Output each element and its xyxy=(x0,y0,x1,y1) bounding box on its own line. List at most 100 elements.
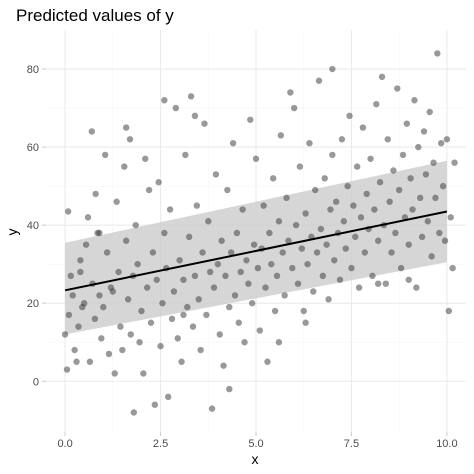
x-tick-label: 0.0 xyxy=(57,438,72,450)
data-point xyxy=(279,249,286,256)
data-point xyxy=(189,323,197,330)
data-point xyxy=(140,370,147,377)
data-point xyxy=(275,339,283,346)
data-point xyxy=(281,292,288,299)
data-point xyxy=(283,194,290,202)
data-point xyxy=(182,151,189,159)
data-point xyxy=(317,225,325,233)
data-point xyxy=(451,159,458,166)
chart-title: Predicted values of y xyxy=(16,6,174,25)
data-point xyxy=(405,241,412,248)
data-point xyxy=(109,288,117,295)
data-point xyxy=(233,229,241,237)
data-point xyxy=(174,335,181,342)
data-point xyxy=(269,175,277,182)
data-point xyxy=(143,284,151,291)
data-point xyxy=(374,237,382,244)
data-point xyxy=(164,393,172,401)
data-point xyxy=(124,296,132,303)
data-point xyxy=(122,124,130,131)
data-point xyxy=(289,264,296,272)
y-axis-title: y xyxy=(4,229,20,236)
data-point xyxy=(145,186,153,194)
data-point xyxy=(342,245,349,252)
data-point xyxy=(180,276,187,283)
data-point xyxy=(205,218,212,225)
data-point xyxy=(394,85,401,92)
data-point xyxy=(426,108,433,116)
data-point xyxy=(180,311,187,319)
data-point xyxy=(126,136,134,143)
data-point xyxy=(405,276,412,283)
data-point xyxy=(220,362,227,369)
data-point xyxy=(184,303,191,311)
data-point xyxy=(100,303,107,311)
x-tick-label: 2.5 xyxy=(153,438,168,450)
data-point xyxy=(130,409,138,416)
data-point xyxy=(247,116,254,123)
data-point xyxy=(434,50,441,57)
data-point xyxy=(266,229,273,237)
data-point xyxy=(411,97,418,104)
data-point xyxy=(329,151,336,159)
data-point xyxy=(88,128,96,135)
data-point xyxy=(193,202,201,209)
data-point xyxy=(443,136,451,143)
data-point xyxy=(353,163,361,170)
data-point xyxy=(390,167,397,174)
data-point xyxy=(199,249,206,256)
data-point xyxy=(71,346,78,354)
data-point xyxy=(208,405,216,412)
data-point xyxy=(61,331,69,338)
data-point xyxy=(420,128,428,135)
data-point xyxy=(147,319,155,326)
data-point xyxy=(302,210,309,217)
data-point xyxy=(254,264,262,272)
data-point xyxy=(415,143,422,151)
data-point xyxy=(363,190,370,198)
data-point xyxy=(311,186,319,194)
data-point xyxy=(67,272,75,280)
data-point xyxy=(392,229,399,237)
data-point xyxy=(321,175,328,182)
data-point xyxy=(195,296,202,303)
data-point xyxy=(340,218,348,225)
data-point xyxy=(388,249,395,256)
data-point xyxy=(214,260,222,268)
data-point xyxy=(436,229,443,237)
x-tick-label: 10.0 xyxy=(436,438,457,450)
data-point xyxy=(382,280,390,287)
data-point xyxy=(166,206,174,213)
data-point xyxy=(151,401,159,408)
data-point xyxy=(187,93,195,100)
data-point xyxy=(161,229,168,237)
data-point xyxy=(191,112,199,120)
data-point xyxy=(212,171,220,178)
data-point xyxy=(218,237,225,244)
data-point xyxy=(250,241,258,248)
data-point xyxy=(399,151,407,159)
y-tick-label: 40 xyxy=(27,220,39,232)
data-point xyxy=(264,358,271,365)
data-point xyxy=(159,300,166,307)
data-point xyxy=(439,182,447,190)
data-point xyxy=(178,358,185,365)
data-point xyxy=(121,163,128,170)
data-point xyxy=(357,214,365,221)
data-point xyxy=(262,284,269,291)
data-point xyxy=(170,288,178,295)
data-points xyxy=(61,50,458,416)
data-point xyxy=(290,104,298,112)
data-point xyxy=(185,233,193,241)
data-point xyxy=(119,346,126,354)
data-point xyxy=(113,198,120,205)
data-point xyxy=(323,241,330,248)
data-point xyxy=(243,257,250,264)
fit-line-group xyxy=(64,210,448,292)
data-point xyxy=(273,272,281,280)
data-point xyxy=(226,385,233,393)
data-point xyxy=(403,120,411,127)
data-point xyxy=(77,257,84,264)
data-point xyxy=(117,323,124,330)
